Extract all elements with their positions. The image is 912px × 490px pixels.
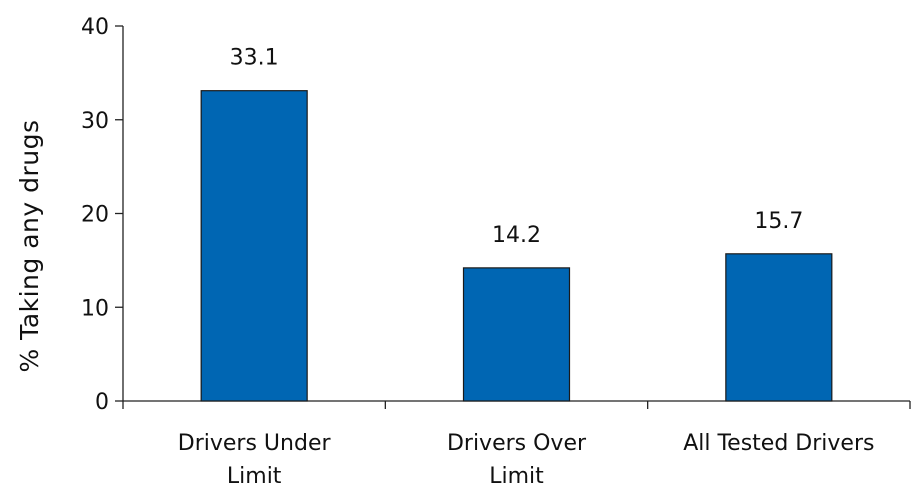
x-category-label: All Tested Drivers (683, 431, 874, 456)
data-label: 15.7 (754, 209, 803, 234)
y-tick-label: 10 (81, 296, 109, 321)
bars (200, 90, 833, 402)
y-tick-label: 0 (95, 390, 109, 415)
bar (200, 90, 308, 402)
x-category-label: Drivers Under Limit (178, 431, 332, 489)
labels: 33.1 Drivers Under Limit 14.2 Drivers Over Li… (178, 46, 875, 489)
y-axis-title: % Taking any drugs (15, 119, 44, 372)
x-category-label: Drivers Over Limit (447, 431, 587, 489)
y-tick-label: 30 (81, 109, 109, 134)
y-tick-label: 20 (81, 203, 109, 228)
bar (462, 267, 571, 402)
bar (725, 253, 833, 402)
data-label: 33.1 (230, 46, 279, 71)
data-label: 14.2 (492, 223, 541, 248)
y-tick-label: 40 (81, 15, 109, 40)
